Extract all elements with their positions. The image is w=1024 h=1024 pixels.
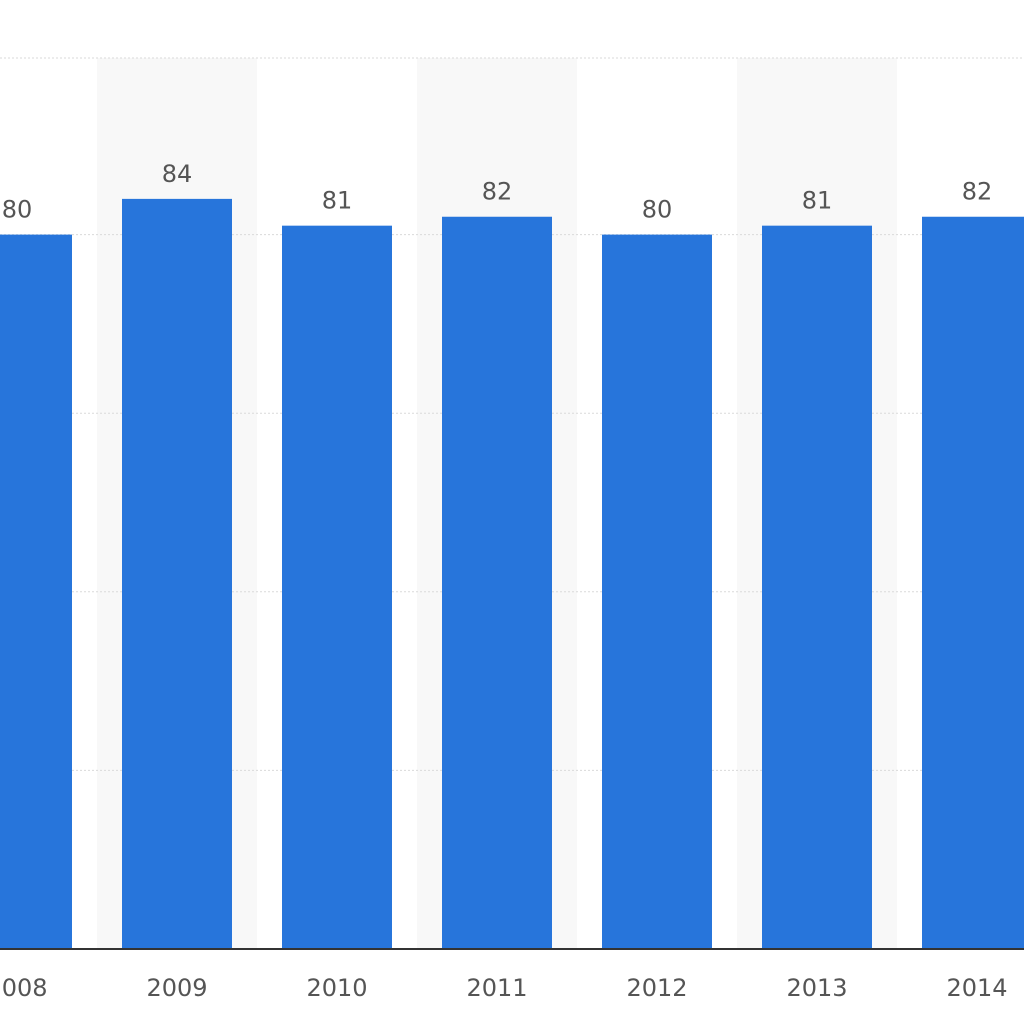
bar-value-labels: 80 84 81 82 80 81 82: [2, 160, 993, 224]
x-tick-label: 2011: [466, 974, 527, 1002]
bar-value-label: 81: [322, 187, 353, 215]
bar-2013[interactable]: [762, 225, 872, 950]
bar-2010[interactable]: [282, 225, 392, 950]
bar-2011[interactable]: [442, 216, 552, 950]
x-tick-label: 2012: [626, 974, 687, 1002]
bar-2014[interactable]: [922, 216, 1024, 950]
bars: [0, 198, 1024, 950]
x-tick-label: 2009: [146, 974, 207, 1002]
bar-value-label: 84: [162, 160, 193, 188]
x-tick-label: 2014: [946, 974, 1007, 1002]
bar-value-label: 80: [2, 196, 33, 224]
bar-value-label: 82: [482, 178, 513, 206]
bar-2008[interactable]: [0, 234, 72, 950]
bar-value-label: 80: [642, 196, 673, 224]
x-tick-label: 2013: [786, 974, 847, 1002]
bar-value-label: 82: [962, 178, 993, 206]
x-tick-label: 2010: [306, 974, 367, 1002]
bar-2009[interactable]: [122, 198, 232, 949]
bar-value-label: 81: [802, 187, 833, 215]
bar-2012[interactable]: [602, 234, 712, 950]
